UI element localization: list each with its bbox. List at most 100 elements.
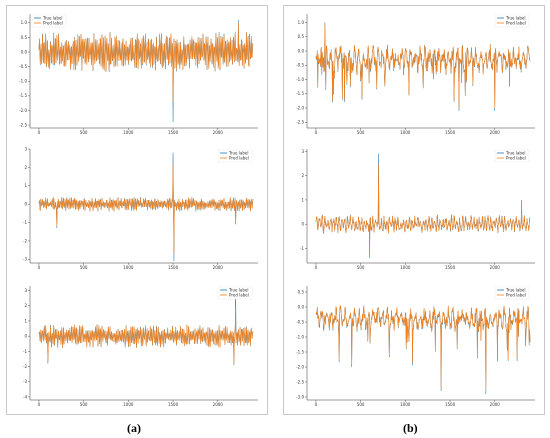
- chart-b1: 1.0 0.5 0.0 -0.5 -1.0 -1.5 -2.0 -2.5 0 500 1000 150…: [296, 14, 535, 135]
- y-tick-label: 2: [24, 303, 27, 308]
- chart-a3: 3 2 1 0 -1 -2 -3 -4 0 500 1000 1500 2000 True labelPr…: [23, 286, 258, 407]
- legend-label: True label: [228, 150, 248, 155]
- legend-label: True label: [505, 150, 525, 155]
- x-tick-label: 500: [357, 130, 365, 135]
- y-tick-label: 0.5: [298, 289, 305, 294]
- x-tick-label: 0: [315, 130, 318, 135]
- legend-label: Pred label: [506, 155, 526, 160]
- x-tick-label: 0: [38, 265, 41, 270]
- x-tick-label: 2000: [213, 402, 224, 407]
- panel-frame-a: [6, 5, 268, 415]
- y-tick-label: -0.5: [296, 63, 304, 68]
- y-tick-label: -2: [23, 238, 27, 243]
- legend-label: Pred label: [506, 20, 526, 25]
- y-tick-label: -2.5: [19, 122, 27, 127]
- y-tick-label: 0.0: [21, 49, 28, 54]
- y-tick-label: -1: [23, 220, 27, 225]
- x-tick-label: 0: [315, 402, 318, 407]
- y-tick-label: 0.0: [298, 48, 305, 53]
- legend-label: Pred label: [43, 20, 63, 25]
- x-tick-label: 0: [315, 265, 318, 270]
- legend-label: Pred label: [229, 155, 249, 160]
- series-line-pred-label: [38, 305, 254, 364]
- x-tick-label: 1000: [123, 130, 134, 135]
- y-tick-label: -2.0: [296, 105, 304, 110]
- series-line-pred-label: [38, 163, 254, 254]
- x-tick-label: 500: [357, 265, 365, 270]
- y-tick-label: -1.5: [19, 93, 27, 98]
- x-tick-label: 1000: [400, 265, 411, 270]
- y-tick-label: -2.0: [19, 108, 27, 113]
- x-tick-label: 500: [80, 265, 88, 270]
- chart-b3: 0.5 0.0 -0.5 -1.0 -1.5 -2.0 -2.5 -3.0 0 500 1000 15…: [296, 286, 535, 407]
- y-tick-label: -1: [23, 349, 27, 354]
- y-tick-label: -1.0: [296, 77, 304, 82]
- y-tick-label: -4: [23, 394, 27, 399]
- y-tick-label: -1.0: [19, 79, 27, 84]
- legend-label: True label: [505, 287, 525, 292]
- y-tick-label: 1: [24, 183, 27, 188]
- y-tick-label: -1.0: [296, 334, 304, 339]
- series-line-true-label: [315, 153, 531, 259]
- x-tick-label: 0: [38, 130, 41, 135]
- y-tick-label: 3: [24, 146, 27, 151]
- y-tick-label: 0: [24, 334, 27, 339]
- x-tick-label: 1500: [445, 265, 456, 270]
- series-line-pred-label: [315, 25, 531, 109]
- y-tick-label: -1.5: [296, 91, 304, 96]
- y-tick-label: 1: [301, 197, 304, 202]
- x-tick-label: 2000: [490, 265, 501, 270]
- x-tick-label: 1500: [168, 265, 179, 270]
- x-tick-label: 1000: [123, 402, 134, 407]
- y-tick-label: -0.5: [296, 319, 304, 324]
- chart-a1: 1.0 0.5 0.0 -0.5 -1.0 -1.5 -2.0 -2.5 0 500 1000 150…: [19, 14, 258, 135]
- y-tick-label: 2: [24, 165, 27, 170]
- y-tick-label: -1.5: [296, 349, 304, 354]
- x-tick-label: 0: [38, 402, 41, 407]
- y-tick-label: -2.5: [296, 120, 304, 125]
- legend-label: True label: [228, 287, 248, 292]
- x-tick-label: 2000: [490, 402, 501, 407]
- column-label-b: (b): [403, 421, 418, 435]
- y-tick-label: -3: [23, 379, 27, 384]
- y-tick-label: 0.5: [21, 35, 28, 40]
- x-tick-label: 1000: [123, 265, 134, 270]
- x-tick-label: 1500: [445, 130, 456, 135]
- x-tick-label: 2000: [213, 130, 224, 135]
- x-tick-label: 1000: [400, 130, 411, 135]
- x-tick-label: 1000: [400, 402, 411, 407]
- panel-frame-b: [283, 5, 545, 415]
- y-tick-label: -3.0: [296, 394, 304, 399]
- x-tick-label: 500: [80, 130, 88, 135]
- y-tick-label: -2.5: [296, 379, 304, 384]
- x-tick-label: 500: [357, 402, 365, 407]
- y-tick-label: 3: [24, 288, 27, 293]
- legend-label: Pred label: [506, 292, 526, 297]
- series-line-pred-label: [315, 305, 531, 392]
- y-tick-label: 2: [301, 173, 304, 178]
- y-tick-label: 0.0: [298, 304, 305, 309]
- y-tick-label: 0.5: [298, 34, 305, 39]
- y-tick-label: -2: [23, 364, 27, 369]
- x-tick-label: 2000: [490, 130, 501, 135]
- legend-label: True label: [42, 15, 62, 20]
- x-tick-label: 2000: [213, 265, 224, 270]
- series-line-pred-label: [38, 22, 254, 102]
- series-line-true-label: [38, 19, 254, 123]
- x-tick-label: 1500: [445, 402, 456, 407]
- series-line-pred-label: [315, 163, 531, 254]
- y-tick-label: 1.0: [298, 20, 305, 25]
- chart-a2: 3 2 1 0 -1 -2 -3 0 500 1000 1500 2000 True labelPred…: [23, 146, 258, 270]
- y-tick-label: 0: [301, 222, 304, 227]
- x-tick-label: 500: [80, 402, 88, 407]
- y-tick-label: 1: [24, 318, 27, 323]
- legend-label: True label: [505, 15, 525, 20]
- column-label-a: (a): [127, 421, 141, 435]
- series-line-true-label: [38, 289, 254, 366]
- y-tick-label: 3: [301, 149, 304, 154]
- y-tick-label: -3: [23, 257, 27, 262]
- y-tick-label: -0.5: [19, 64, 27, 69]
- y-tick-label: -1: [300, 246, 304, 251]
- y-tick-label: 1.0: [21, 20, 28, 25]
